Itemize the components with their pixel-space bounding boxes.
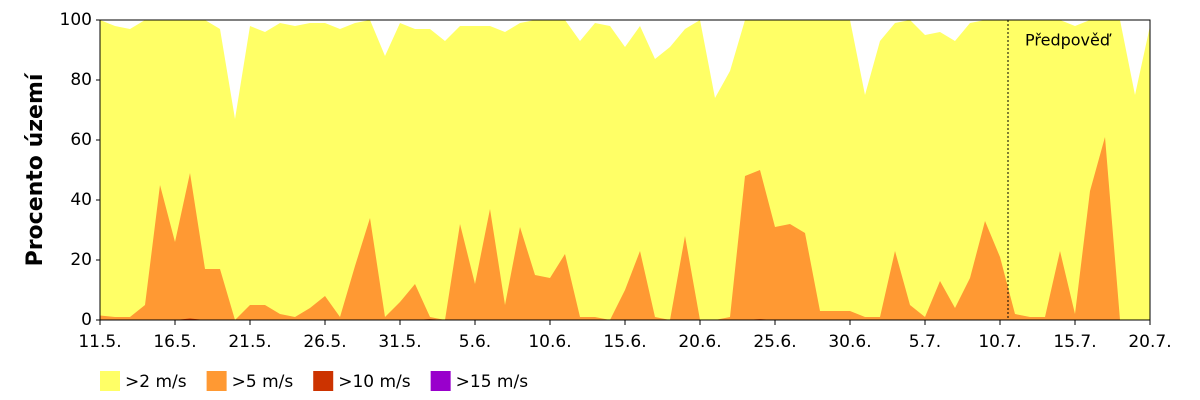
y-tick-label: 20	[70, 250, 92, 270]
x-tick-label: 16.5.	[153, 332, 196, 352]
x-tick-label: 11.5.	[78, 332, 121, 352]
legend-swatch	[100, 371, 120, 391]
legend-label: >5 m/s	[232, 372, 294, 392]
annotation: Předpověď	[1025, 31, 1112, 50]
legend-label: >10 m/s	[338, 372, 411, 392]
x-tick-label: 20.6.	[678, 332, 721, 352]
x-tick-label: 15.7.	[1053, 332, 1096, 352]
y-tick-label: 100	[60, 10, 92, 30]
x-tick-label: 5.7.	[909, 332, 941, 352]
y-tick-label: 80	[70, 70, 92, 90]
y-tick-label: 40	[70, 190, 92, 210]
x-tick-label: 20.7.	[1128, 332, 1171, 352]
x-tick-label: 5.6.	[459, 332, 491, 352]
legend-swatch	[313, 371, 334, 391]
area	[100, 137, 1150, 320]
legend-label: >2 m/s	[125, 372, 187, 392]
y-tick-label: 0	[81, 310, 92, 330]
x-tick-label: 15.6.	[603, 332, 646, 352]
legend-swatch	[206, 371, 227, 391]
y-axis-label: Procento území	[23, 72, 48, 266]
x-tick-label: 26.5.	[303, 332, 346, 352]
x-tick-label: 21.5.	[228, 332, 271, 352]
legend-swatch	[430, 371, 451, 391]
x-tick-label: 31.5.	[378, 332, 421, 352]
x-tick-label: 25.6.	[753, 332, 796, 352]
plot-area	[100, 20, 1150, 320]
x-tick-label: 10.7.	[978, 332, 1021, 352]
legend-label: >15 m/s	[456, 372, 529, 392]
x-tick-label: 10.6.	[528, 332, 571, 352]
y-tick-label: 60	[70, 130, 92, 150]
x-tick-label: 30.6.	[828, 332, 871, 352]
